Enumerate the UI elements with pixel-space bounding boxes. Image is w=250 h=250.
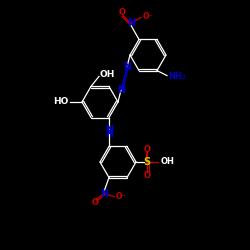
Text: OH: OH bbox=[161, 158, 175, 166]
Text: O⁻: O⁻ bbox=[143, 12, 154, 21]
Text: OH: OH bbox=[100, 70, 116, 79]
Text: N: N bbox=[127, 18, 135, 28]
Text: O: O bbox=[144, 144, 150, 154]
Text: O: O bbox=[144, 170, 150, 179]
Text: N: N bbox=[123, 62, 131, 72]
Text: HO: HO bbox=[52, 98, 68, 106]
Text: O: O bbox=[92, 198, 98, 207]
Text: O: O bbox=[118, 8, 126, 17]
Text: N: N bbox=[105, 130, 113, 140]
Text: O⁻: O⁻ bbox=[116, 192, 126, 201]
Text: N: N bbox=[117, 85, 125, 95]
Text: N: N bbox=[105, 124, 113, 134]
Text: S: S bbox=[144, 157, 150, 167]
Text: N: N bbox=[100, 188, 108, 198]
Text: NH₂: NH₂ bbox=[168, 72, 186, 81]
